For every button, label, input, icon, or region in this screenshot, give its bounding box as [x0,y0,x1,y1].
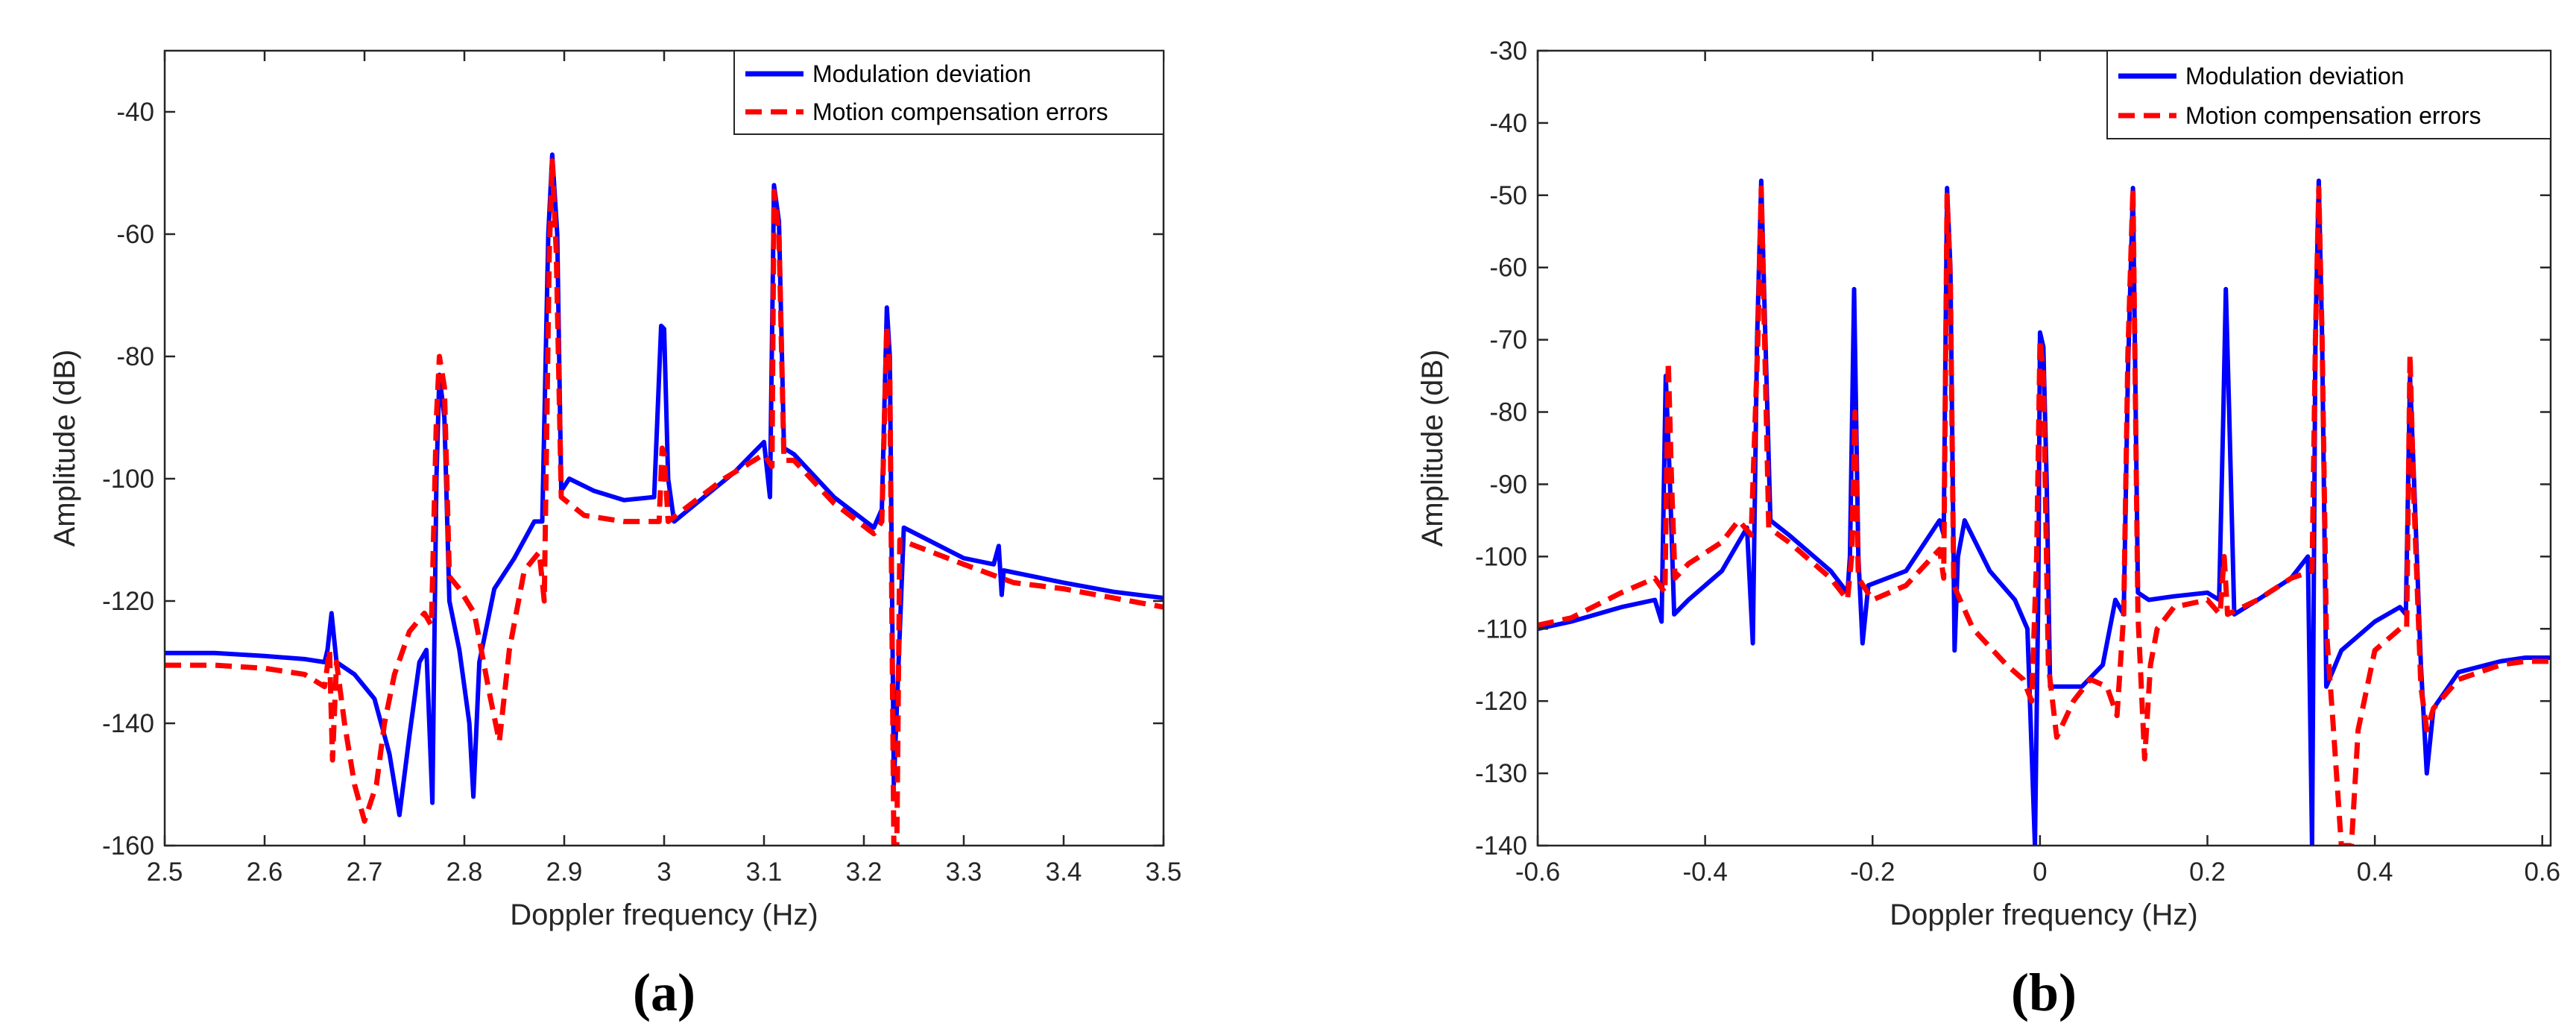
panel-a-x-ticks: 2.5 2.6 2.7 2.8 2.9 3 3.1 3.2 3.3 3.4 3.5 [147,51,1182,887]
panel-b-x-tick-label: 0.2 [2189,858,2226,887]
panel-b-y-tick-label: -50 [1489,181,1527,210]
panel-a-x-tick-label: 2.7 [347,858,383,887]
panel-b-y-tick-label: -110 [1477,614,1527,644]
panel-a-x-tick-label: 3.4 [1046,858,1082,887]
panel-b-label: (b) [2011,963,2077,1022]
panel-a-x-tick-label: 2.5 [147,858,183,887]
panel-a-label: (a) [633,963,695,1022]
panel-b-series-motion-compensation-errors-line [1538,185,2551,846]
panel-b-x-tick-label: -0.2 [1850,858,1895,887]
panel-a-x-tick-label: 2.9 [546,858,583,887]
panel-b-x-tick-label: 0.6 [2524,858,2560,887]
panel-b-x-tick-label: -0.4 [1682,858,1727,887]
panel-a-x-axis-label: Doppler frequency (Hz) [510,899,818,931]
panel-b-x-tick-label: 0 [2033,858,2047,887]
panel-b-x-tick-label: 0.4 [2357,858,2393,887]
panel-a-x-tick-label: 3.3 [946,858,982,887]
panel-a-x-tick-label: 2.6 [247,858,283,887]
panel-b-y-tick-label: -70 [1489,326,1527,355]
panel-b-legend: Modulation deviation Motion compensation… [2106,50,2551,139]
panel-b-y-tick-label: -60 [1489,254,1527,283]
panel-b-series [1538,178,2551,846]
panel-a-legend-box [733,50,1164,135]
panel-a-legend-label-modulation: Modulation deviation [812,60,1032,87]
panel-b-y-tick-label: -90 [1489,470,1527,499]
panel-b-legend-label-motion: Motion compensation errors [2185,102,2481,129]
panel-b-y-tick-label: -120 [1475,687,1527,716]
panel-b-y-tick-label: -40 [1489,109,1527,138]
panel-a-y-tick-label: -80 [116,342,154,371]
panel-b-axes-box [1536,49,2552,847]
panel-b-y-tick-label: -80 [1489,398,1527,427]
panel-a-legend: Modulation deviation Motion compensation… [733,50,1164,135]
panel-a-y-tick-label: -100 [102,465,154,494]
panel-a-y-ticks: -160 -140 -120 -100 -80 -60 -40 [102,98,1164,860]
panel-b-legend-label-modulation: Modulation deviation [2185,63,2405,89]
panel-b-y-tick-label: -30 [1489,37,1527,66]
panel-a-x-tick-label: 3.5 [1146,858,1182,887]
panel-a-chart: 2.5 2.6 2.7 2.8 2.9 3 3.1 3.2 3.3 3.4 3.5 -160 -140… [48,49,1182,1022]
panel-b-chart: -0.6 -0.4 -0.2 0 0.2 0.4 0.6 -140-130-120-110-… [1416,37,2560,1022]
panel-b-y-ticks: -140 -130 -120 -110 -100 -90 -80 -70 -60 -50 -40 -3… [1475,37,2551,860]
panel-a-y-tick-label: -160 [102,831,154,860]
panel-b-x-tick-label: -0.6 [1515,858,1560,887]
panel-b-x-axis-label: Doppler frequency (Hz) [1890,899,2198,931]
panel-a-x-tick-label: 3.2 [846,858,883,887]
panel-a-series [165,152,1164,846]
panel-b-y-tick-label: -130 [1475,759,1527,788]
panel-a-y-tick-label: -40 [116,98,154,127]
panel-a-letter: a [651,963,678,1022]
panel-b-y-axis-label: Amplitude (dB) [1416,350,1449,547]
panel-a-x-tick-label: 3.1 [746,858,783,887]
panel-b-y-tick-label: -100 [1475,542,1527,571]
panel-a-x-tick-label: 2.8 [446,858,483,887]
panel-a-y-tick-label: -140 [102,709,154,738]
panel-a-series-motion-compensation-errors-line [165,158,1164,846]
panel-a-legend-label-motion: Motion compensation errors [812,98,1108,125]
panel-a-x-tick-label: 3 [657,858,671,887]
panel-b-legend-box [2106,50,2551,139]
panel-b-y-tick-label: -140 [1475,831,1527,860]
panel-a-y-tick-label: -120 [102,587,154,616]
panel-a-y-tick-label: -60 [116,220,154,249]
panel-a-y-axis-label: Amplitude (dB) [48,350,81,547]
panel-b-letter: b [2029,963,2059,1022]
